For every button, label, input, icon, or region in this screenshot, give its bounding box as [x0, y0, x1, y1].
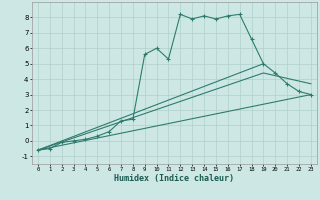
X-axis label: Humidex (Indice chaleur): Humidex (Indice chaleur) [115, 174, 234, 183]
